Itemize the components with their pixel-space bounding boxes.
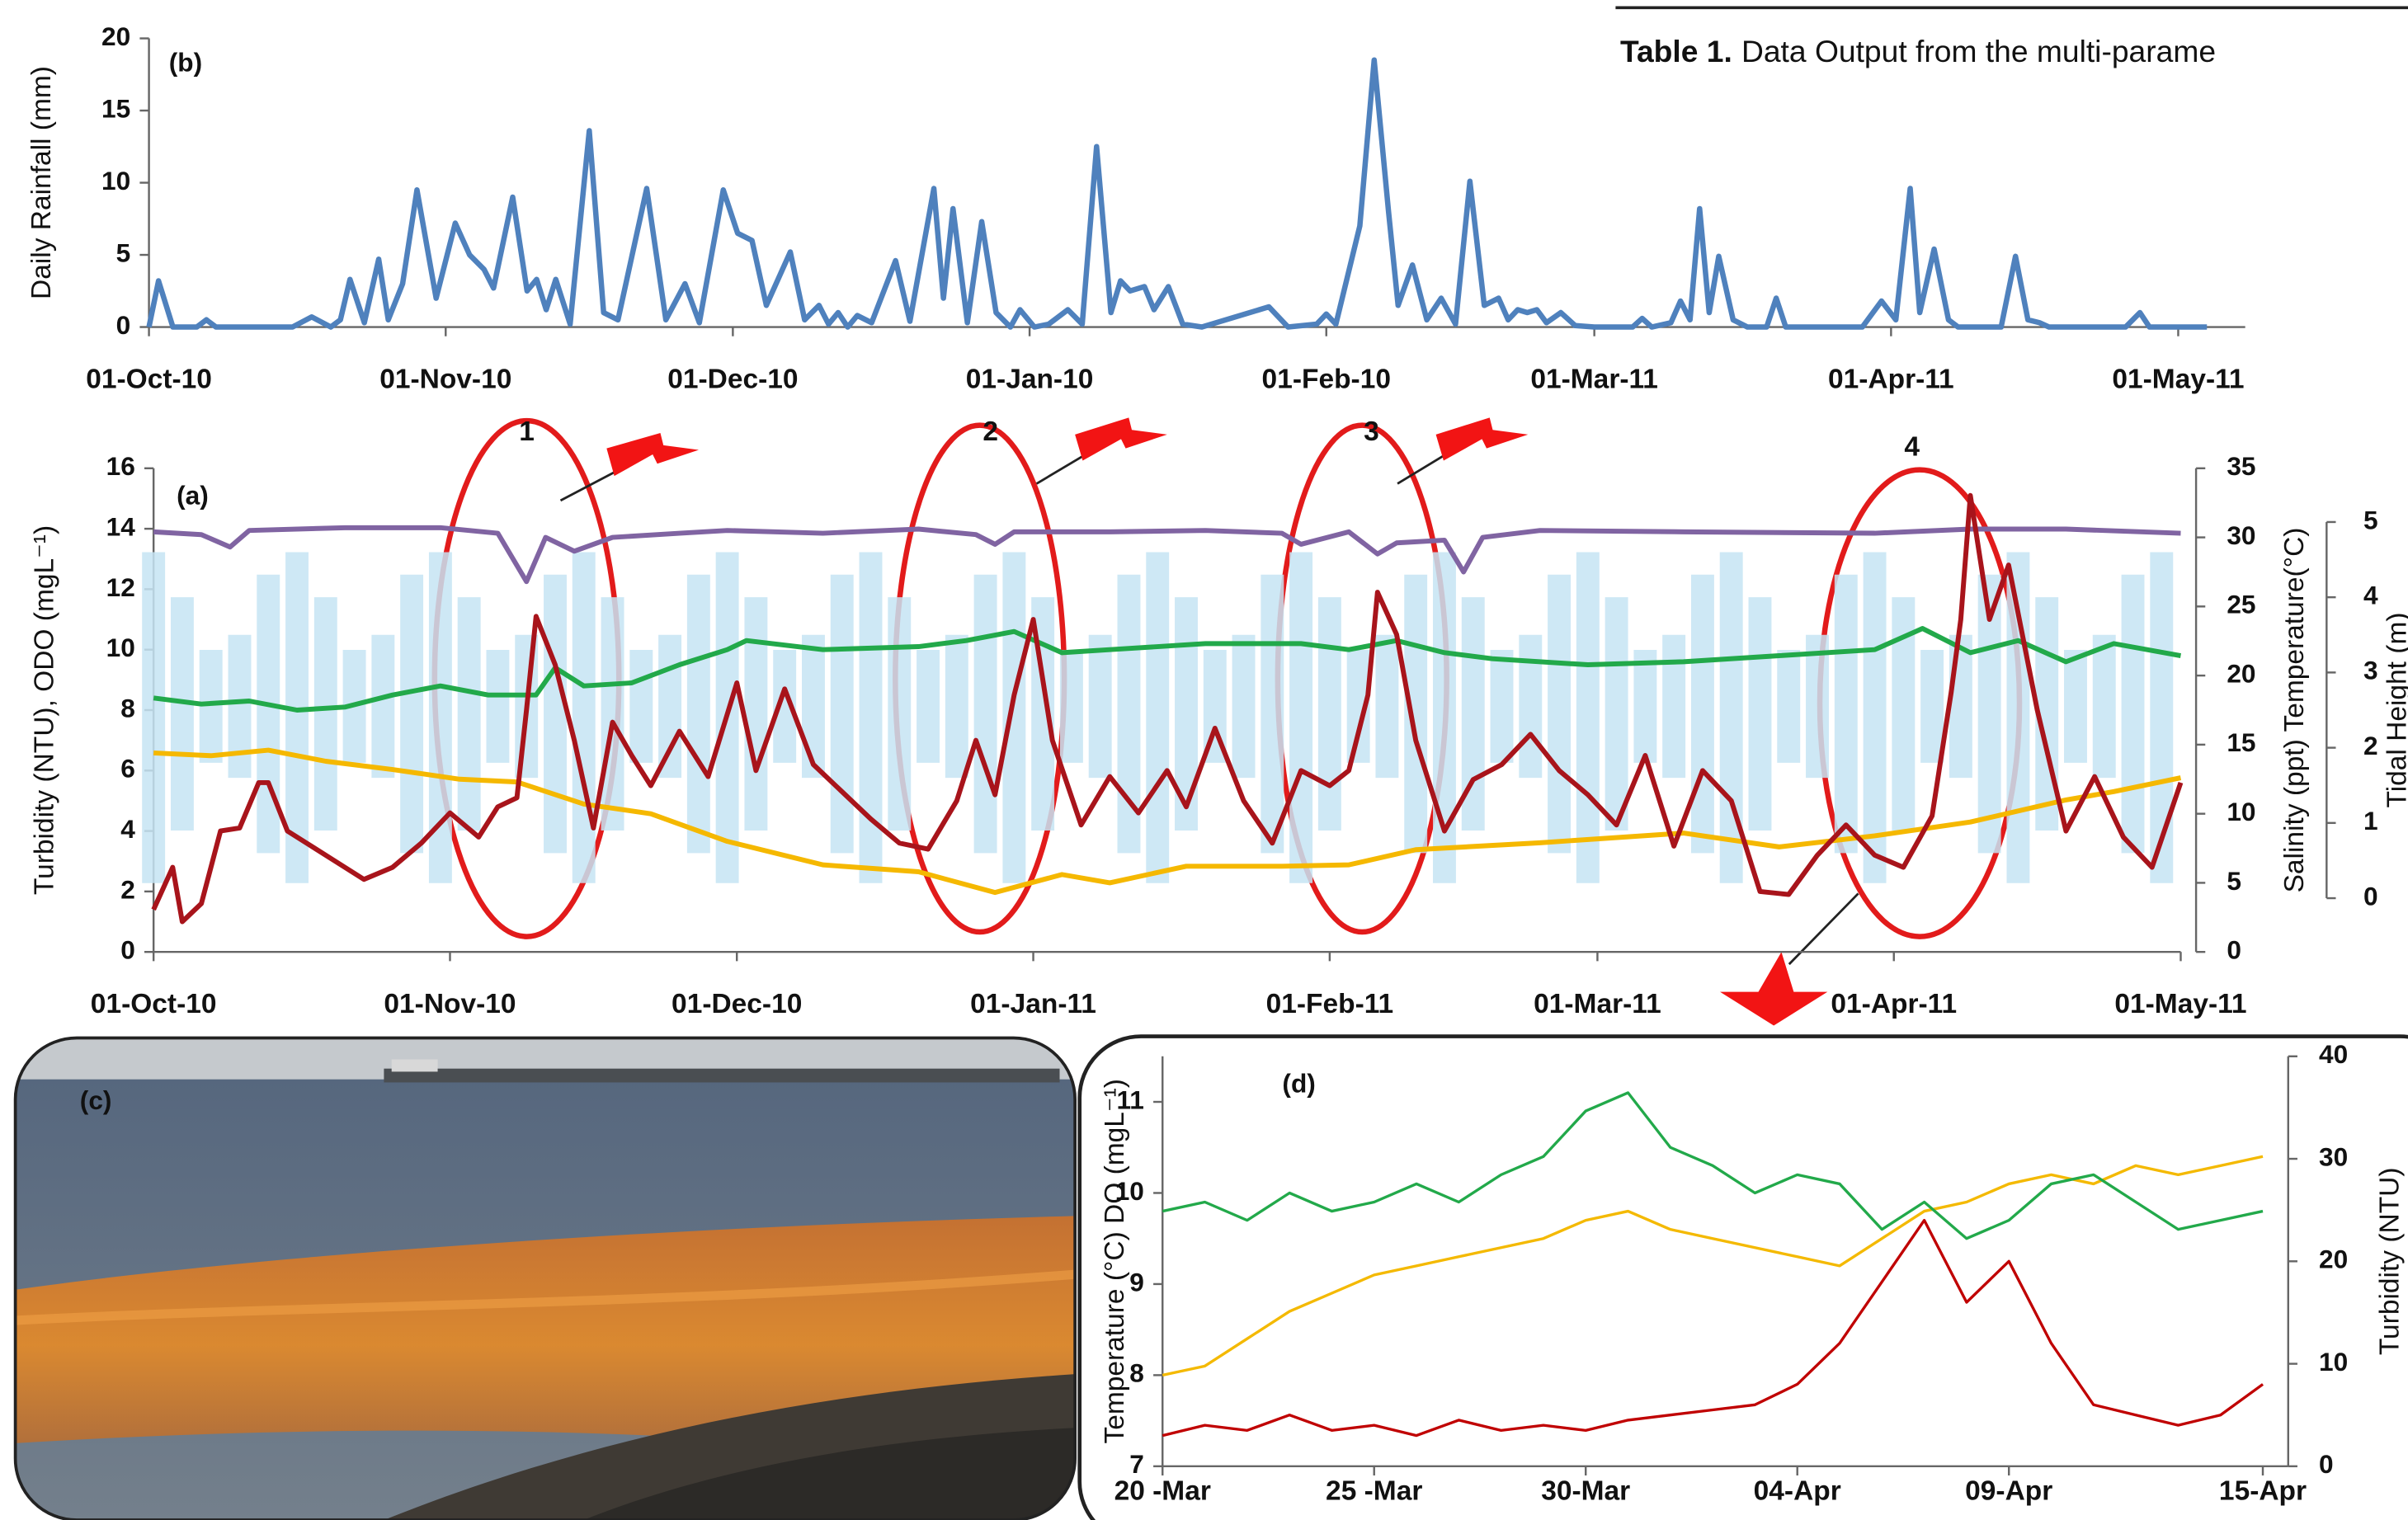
y-tick-label: 12 bbox=[106, 572, 135, 602]
y-axis-title: Turbidity (NTU), ODO (mgL⁻¹) bbox=[30, 525, 60, 895]
x-tick-label: 01-Oct-10 bbox=[91, 989, 217, 1019]
x-tick-label: 25 -Mar bbox=[1326, 1475, 1422, 1506]
y2-tick-label: 20 bbox=[2227, 658, 2255, 688]
y-axis-title: Temperature (°C) DO (mgL⁻¹) bbox=[1100, 1079, 1130, 1443]
figure: Table 1. Data Output from the multi-param… bbox=[0, 0, 2408, 1520]
panel-label: (d) bbox=[1282, 1069, 1315, 1099]
y-tick-label: 4 bbox=[120, 814, 135, 844]
x-tick-label: 01-Dec-10 bbox=[672, 989, 802, 1019]
y2-tick-label: 40 bbox=[2319, 1039, 2348, 1069]
page: Table 1. Data Output from the multi-param… bbox=[0, 0, 2408, 1520]
x-tick-label: 01-Mar-11 bbox=[1534, 989, 1661, 1019]
x-tick-label: 01-Nov-10 bbox=[384, 989, 516, 1019]
y-tick-label: 0 bbox=[116, 310, 131, 340]
y3-tick-label: 4 bbox=[2363, 581, 2378, 610]
y-tick-label: 15 bbox=[101, 93, 130, 123]
y-axis-title: Daily Rainfall (mm) bbox=[26, 66, 57, 299]
y-tick-label: 14 bbox=[106, 511, 136, 541]
y2-tick-label: 30 bbox=[2319, 1141, 2348, 1171]
y2-tick-label: 25 bbox=[2227, 590, 2255, 619]
y3-tick-label: 2 bbox=[2363, 731, 2378, 760]
y2-tick-label: 0 bbox=[2227, 935, 2241, 965]
x-tick-label: 01-Jan-11 bbox=[970, 989, 1096, 1019]
annotation: 3 bbox=[1364, 416, 1379, 447]
x-tick-label: 01-May-11 bbox=[2112, 365, 2244, 395]
series-line bbox=[149, 60, 2208, 327]
y-tick-label: 9 bbox=[1129, 1267, 1144, 1296]
annotation: 4 bbox=[1904, 431, 1920, 462]
y-tick-label: 20 bbox=[101, 21, 130, 51]
y-tick-label: 7 bbox=[1129, 1449, 1144, 1479]
x-tick-label: 01-Jan-10 bbox=[966, 365, 1094, 395]
y3-tick-label: 1 bbox=[2363, 806, 2378, 835]
x-tick-label: 01-Nov-10 bbox=[379, 365, 511, 395]
y-tick-label: 0 bbox=[120, 935, 135, 965]
y2-tick-label: 20 bbox=[2319, 1245, 2348, 1274]
panel-label: (a) bbox=[177, 481, 209, 511]
y-tick-label: 16 bbox=[106, 451, 135, 481]
series-line bbox=[1162, 1156, 2263, 1375]
x-tick-label: 01-Oct-10 bbox=[86, 365, 212, 395]
y-tick-label: 5 bbox=[116, 238, 131, 267]
y3-axis-title: Tidal Height (m) bbox=[2382, 612, 2408, 807]
x-tick-label: 01-Feb-10 bbox=[1262, 365, 1391, 395]
x-tick-label: 15-Apr bbox=[2219, 1475, 2307, 1506]
y2-tick-label: 30 bbox=[2227, 520, 2255, 550]
panel-label: (c) bbox=[80, 1085, 112, 1115]
y-tick-label: 8 bbox=[1129, 1358, 1144, 1388]
y2-tick-label: 15 bbox=[2227, 727, 2255, 757]
x-tick-label: 09-Apr bbox=[1965, 1475, 2052, 1506]
annotation: 1 bbox=[519, 416, 535, 447]
y2-tick-label: 10 bbox=[2227, 797, 2255, 826]
x-tick-label: 01-Mar-11 bbox=[1530, 365, 1658, 395]
table-caption: Table 1. Data Output from the multi-param… bbox=[1620, 34, 2216, 68]
caption-label: Table 1. bbox=[1620, 34, 1732, 68]
x-tick-label: 01-Apr-11 bbox=[1831, 989, 1957, 1019]
caption-text: Data Output from the multi-parame bbox=[1741, 34, 2216, 68]
series-line bbox=[1162, 1221, 2263, 1436]
x-tick-label: 01-May-11 bbox=[2114, 989, 2246, 1019]
x-tick-label: 01-Feb-11 bbox=[1266, 989, 1394, 1019]
x-tick-label: 01-Dec-10 bbox=[667, 365, 798, 395]
y3-tick-label: 0 bbox=[2363, 881, 2378, 911]
y2-tick-label: 0 bbox=[2319, 1449, 2334, 1479]
y2-axis-title: Turbidity (NTU) bbox=[2374, 1167, 2405, 1355]
y3-tick-label: 5 bbox=[2363, 505, 2378, 534]
y2-tick-label: 10 bbox=[2319, 1347, 2348, 1376]
y2-tick-label: 35 bbox=[2227, 451, 2255, 481]
annotation: 2 bbox=[983, 416, 998, 447]
y-tick-label: 10 bbox=[106, 633, 135, 662]
x-tick-label: 01-Apr-11 bbox=[1828, 365, 1954, 395]
x-tick-label: 30-Mar bbox=[1541, 1475, 1630, 1506]
y-tick-label: 8 bbox=[120, 693, 135, 722]
x-tick-label: 20 -Mar bbox=[1114, 1475, 1211, 1506]
y3-tick-label: 3 bbox=[2363, 656, 2378, 685]
y-tick-label: 6 bbox=[120, 754, 135, 784]
y2-axis-title: Salinity (ppt) Temperature(°C) bbox=[2279, 528, 2310, 893]
panel-frame bbox=[1080, 1037, 2408, 1520]
panel-label: (b) bbox=[169, 48, 202, 78]
photo bbox=[16, 1038, 1076, 1520]
y-tick-label: 2 bbox=[120, 874, 135, 904]
series-line bbox=[1162, 1093, 2263, 1239]
y2-tick-label: 5 bbox=[2227, 866, 2241, 896]
x-tick-label: 04-Apr bbox=[1754, 1475, 1841, 1506]
y-tick-label: 10 bbox=[101, 166, 130, 195]
